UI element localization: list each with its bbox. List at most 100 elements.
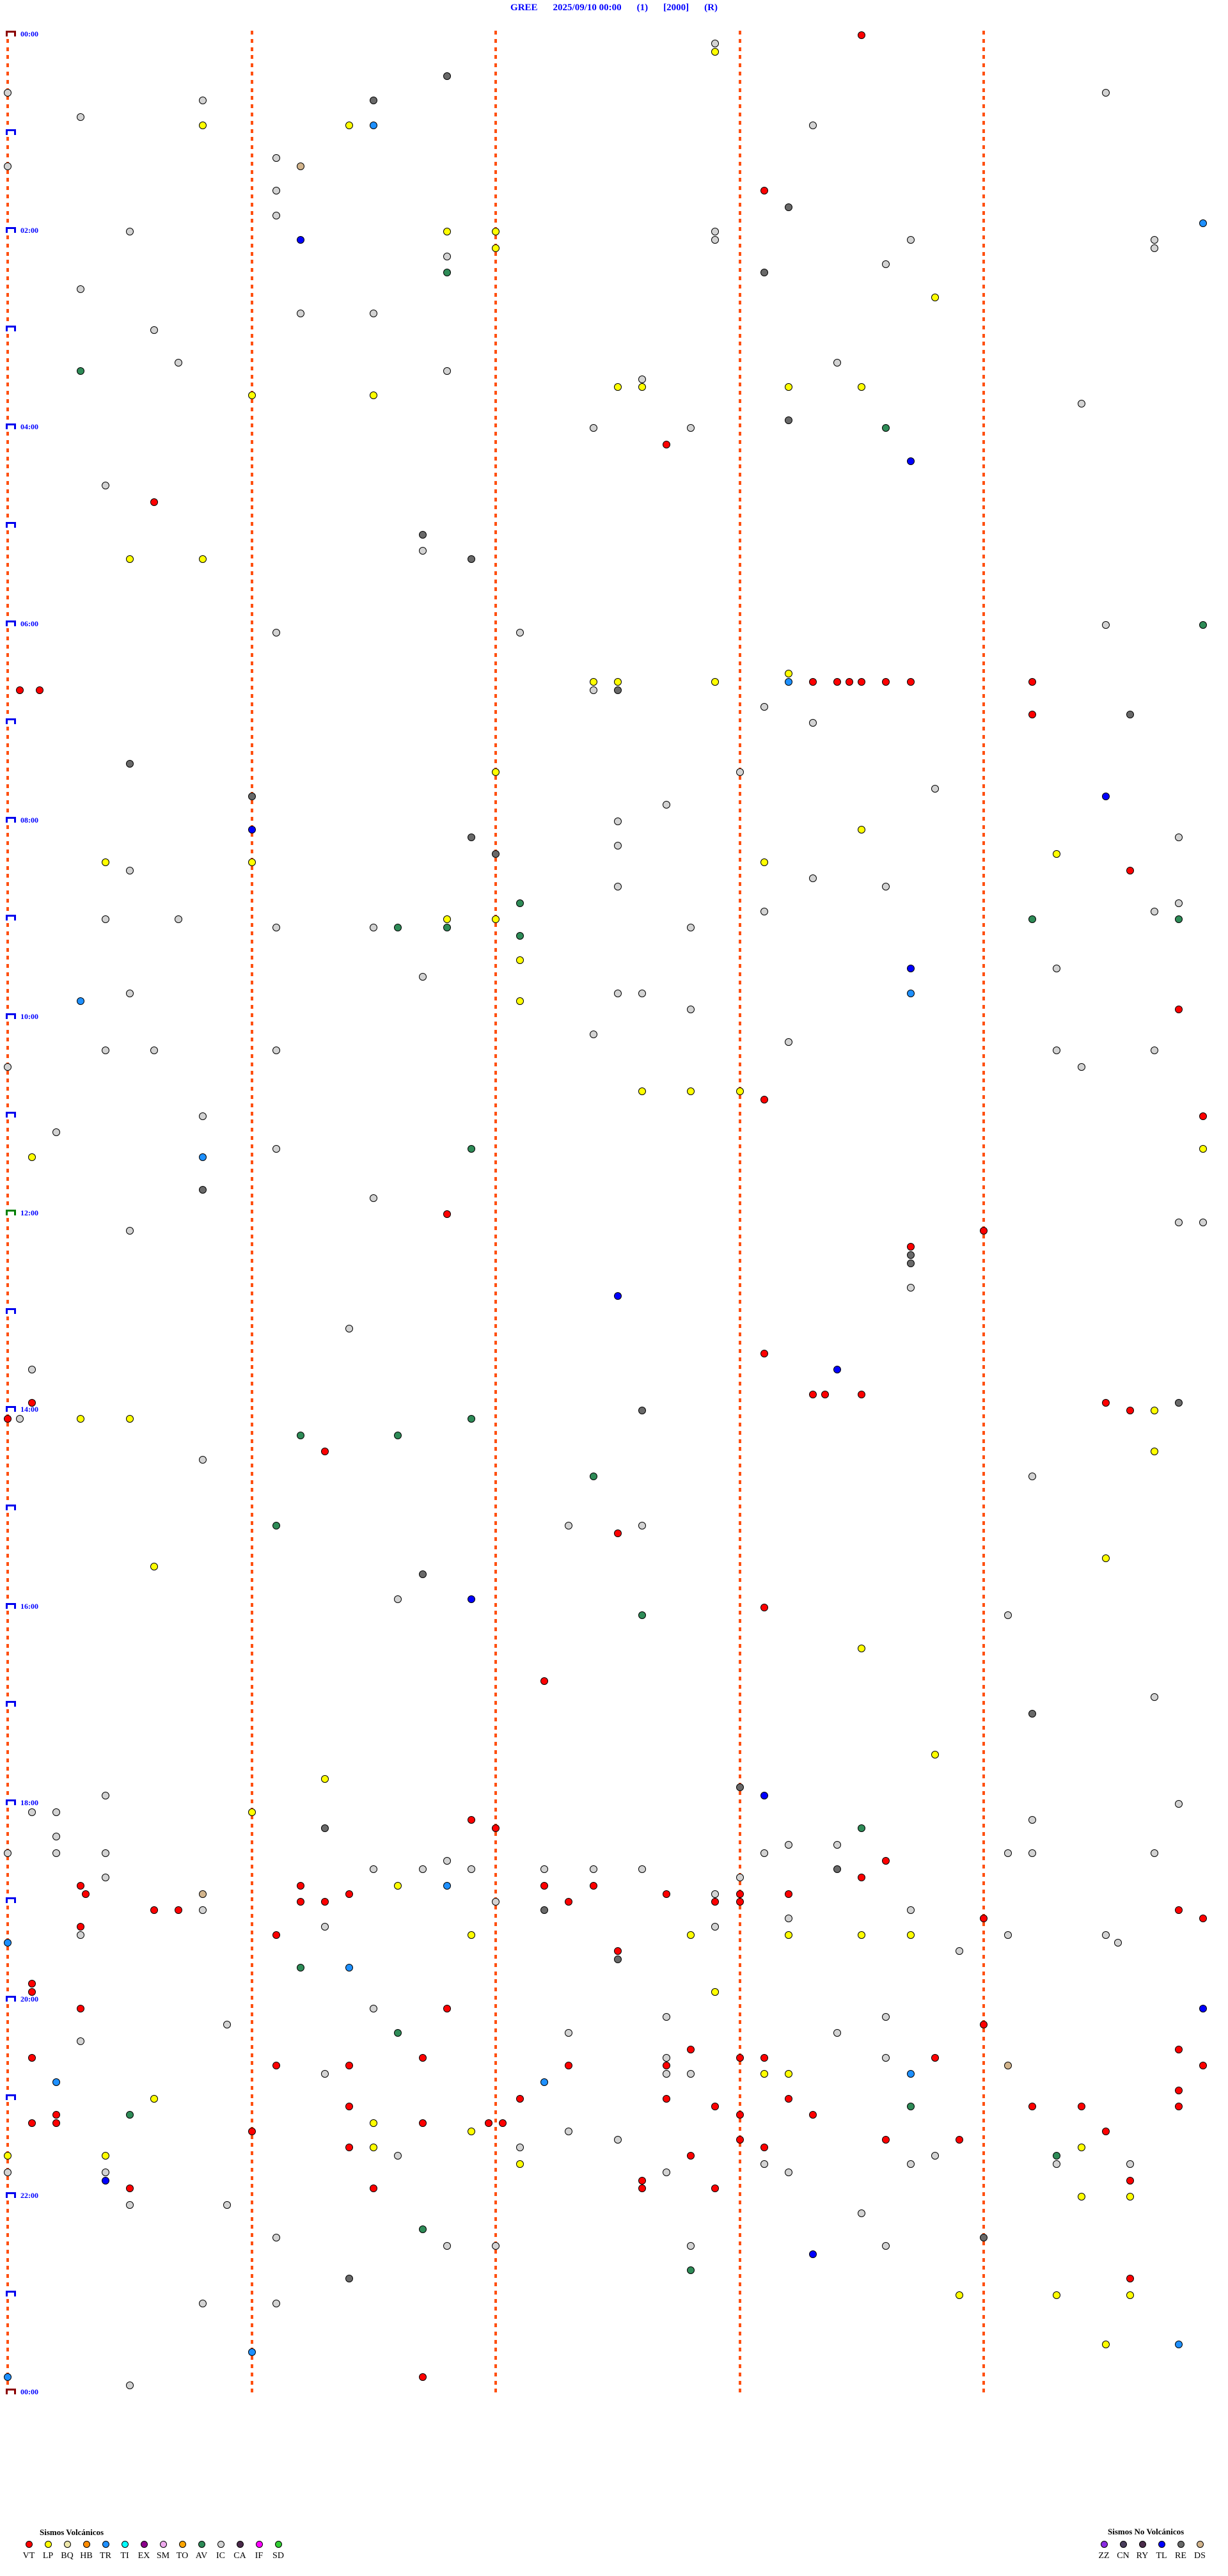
row-tick xyxy=(738,1881,741,1885)
row-tick xyxy=(250,1070,253,1075)
event-lp xyxy=(784,1931,792,1939)
row-tick xyxy=(494,1128,497,1132)
row-tick xyxy=(494,1799,497,1803)
row-tick xyxy=(494,2323,497,2327)
row-tick xyxy=(250,1578,253,1583)
event-lp xyxy=(4,2152,12,2160)
row-tick xyxy=(738,464,741,469)
row-tick xyxy=(982,2364,985,2368)
row-tick xyxy=(982,1545,985,1549)
row-tick xyxy=(6,2298,9,2303)
row-tick xyxy=(738,2348,741,2352)
row-tick xyxy=(738,874,741,878)
row-tick xyxy=(494,88,497,92)
row-tick xyxy=(6,1398,9,1402)
row-tick xyxy=(982,1652,985,1656)
event-vt xyxy=(858,1390,866,1398)
hour-marker xyxy=(6,227,16,233)
event-ic xyxy=(199,1456,207,1464)
row-tick xyxy=(982,915,985,919)
row-tick xyxy=(250,284,253,288)
row-tick xyxy=(738,931,741,935)
row-tick xyxy=(250,530,253,534)
event-ic xyxy=(1151,1849,1159,1857)
row-tick xyxy=(494,604,497,608)
row-tick xyxy=(6,186,9,191)
row-tick xyxy=(982,415,985,420)
row-tick xyxy=(494,473,497,477)
row-tick xyxy=(250,1259,253,1263)
row-tick xyxy=(982,2012,985,2016)
row-tick xyxy=(738,2176,741,2180)
row-tick xyxy=(494,366,497,370)
row-tick xyxy=(250,661,253,665)
row-tick xyxy=(982,2028,985,2033)
event-tl xyxy=(467,1595,475,1603)
row-tick xyxy=(250,1897,253,1902)
row-tick xyxy=(982,1464,985,1467)
row-tick xyxy=(738,1627,741,1631)
row-tick xyxy=(738,1914,741,1918)
event-ic xyxy=(1053,1047,1061,1055)
row-tick xyxy=(738,137,741,141)
event-ic xyxy=(199,2299,207,2307)
row-tick xyxy=(982,333,985,338)
event-re xyxy=(833,1865,842,1874)
row-tick xyxy=(738,1971,741,1975)
row-tick xyxy=(494,260,497,264)
row-tick xyxy=(494,325,497,329)
event-lp xyxy=(736,1087,744,1096)
row-tick xyxy=(494,113,497,116)
row-tick xyxy=(738,1930,741,1934)
row-tick xyxy=(738,2192,741,2197)
row-tick xyxy=(250,2225,253,2229)
row-tick xyxy=(738,1684,741,1689)
row-tick xyxy=(6,1455,9,1460)
row-tick xyxy=(6,1300,9,1304)
row-tick xyxy=(494,1308,497,1312)
row-tick xyxy=(738,1676,741,1680)
row-tick xyxy=(250,1464,253,1467)
row-tick xyxy=(982,301,985,305)
event-ic xyxy=(272,1144,280,1153)
row-tick xyxy=(982,652,985,657)
row-tick xyxy=(738,2339,741,2344)
row-tick xyxy=(982,1201,985,1206)
row-tick xyxy=(494,1013,497,1017)
event-vt xyxy=(16,686,24,694)
event-lp xyxy=(1101,2340,1110,2348)
event-ic xyxy=(1151,244,1159,252)
row-tick xyxy=(250,898,253,903)
row-tick xyxy=(738,1586,741,1590)
event-vt xyxy=(516,2094,524,2103)
legend-label-vt: VT xyxy=(22,2551,35,2561)
event-ic xyxy=(638,375,646,383)
row-tick xyxy=(6,2085,9,2090)
row-tick xyxy=(6,2380,9,2385)
event-ic xyxy=(77,113,85,121)
legend-label-ic: IC xyxy=(216,2551,225,2561)
row-tick xyxy=(250,1029,253,1034)
row-tick xyxy=(250,1488,253,1492)
row-tick xyxy=(250,710,253,715)
row-tick xyxy=(494,1848,497,1853)
row-tick xyxy=(6,530,9,534)
event-ic xyxy=(613,883,622,891)
row-tick xyxy=(6,1906,9,1910)
row-tick xyxy=(738,710,741,715)
legend-swatch-ds xyxy=(1197,2541,1204,2548)
event-ic xyxy=(272,187,280,195)
event-vt xyxy=(4,1415,12,1423)
row-tick xyxy=(250,2094,253,2098)
event-ic xyxy=(223,2021,232,2029)
event-ic xyxy=(394,1595,402,1603)
row-tick xyxy=(494,1840,497,1844)
row-tick xyxy=(250,2307,253,2311)
event-ic xyxy=(272,154,280,162)
row-tick xyxy=(738,489,741,493)
row-tick xyxy=(494,2110,497,2115)
row-tick xyxy=(6,251,9,256)
row-tick xyxy=(982,1488,985,1492)
event-vt xyxy=(687,2045,695,2053)
row-tick xyxy=(250,2266,253,2270)
